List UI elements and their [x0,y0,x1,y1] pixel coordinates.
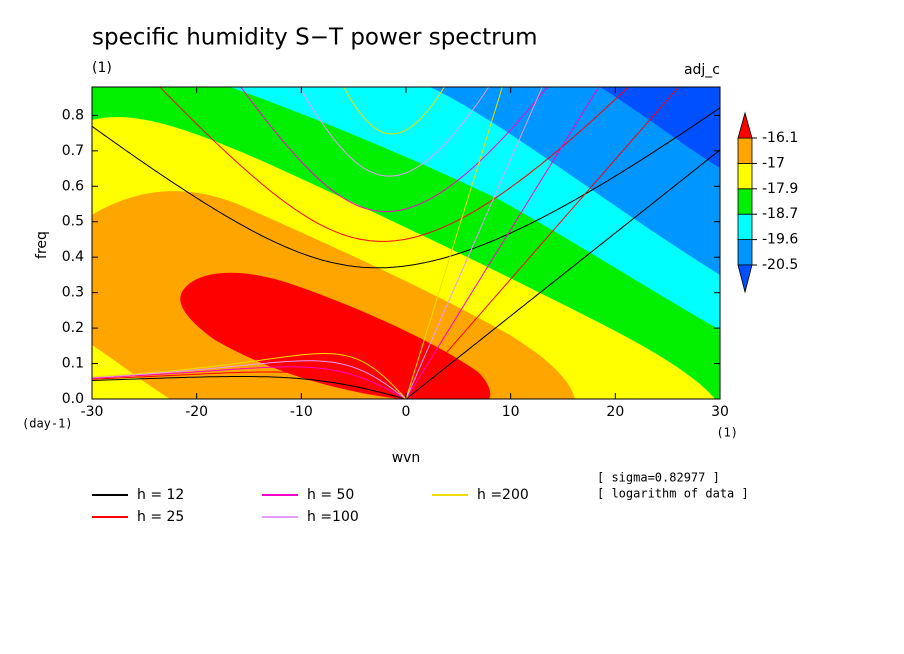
legend-label: h =100 [307,509,359,525]
colorbar-box [737,137,753,164]
x-tick-label: 20 [606,404,624,420]
legend-label: h = 12 [137,487,184,503]
colorbar-label: -20.5 [762,257,798,273]
annotation: [ sigma=0.82977 ] [597,471,720,485]
dispersion-curve [159,87,630,242]
dispersion-curve [298,87,490,177]
colorbar-label: -19.6 [762,232,798,248]
dispersion-curve [92,353,407,399]
y-tick-label: 0.3 [62,285,84,301]
y-axis-label: freq [34,231,50,259]
colorbar-box [737,188,753,215]
x-tick-label: -20 [185,404,208,420]
dispersion-curve [343,87,445,135]
y-tick-label: 0.1 [62,356,84,372]
colorbar-label: -17.9 [762,181,798,197]
legend-label: h =200 [477,487,529,503]
dispersion-curve [405,87,600,399]
contour-band [180,272,491,399]
dispersion-curve [92,366,407,399]
colorbar-box [737,239,753,266]
x-tick-label: -10 [290,404,313,420]
y-unit: (day-1) [22,417,73,431]
y-tick-label: 0.2 [62,320,84,336]
y-tick-label: 0.7 [62,143,84,159]
chart-title: specific humidity S−T power spectrum [92,25,538,51]
dispersion-curve [92,376,407,399]
colorbar-extend [737,111,753,139]
dispersion-curve [405,87,543,399]
dispersion-curve [240,87,548,213]
colorbar-label: -18.7 [762,206,798,222]
x-unit: (1) [716,426,738,440]
x-tick-label: 30 [711,404,729,420]
dispersion-curve [405,87,680,399]
dispersion-curve [92,107,720,269]
dispersion-curve [405,149,720,399]
colorbar-box [737,162,753,190]
y-tick-label: 0.5 [62,214,84,230]
colorbar-box [737,213,753,240]
y-tick-label: 0.6 [62,178,84,194]
y-tick-label: 0.0 [62,391,84,407]
dispersion-curve [92,360,407,399]
colorbar-extend [737,264,753,294]
x-axis-label: wvn [392,450,421,466]
colorbar-label: -16.1 [762,130,798,146]
legend-label: h = 50 [307,487,354,503]
x-tick-label: 0 [402,404,411,420]
legend-label: h = 25 [137,509,184,525]
colorbar-label: -17 [762,155,785,171]
dispersion-curve [405,87,503,399]
plot-area [92,87,720,399]
annotation: [ logarithm of data ] [597,487,749,501]
chart-subtitle: (1) [92,60,112,76]
x-tick-label: 10 [502,404,520,420]
corner-label: adj_c [684,62,720,78]
y-tick-label: 0.8 [62,107,84,123]
y-tick-label: 0.4 [62,249,84,265]
contour-band [92,191,575,399]
x-tick-label: -30 [81,404,104,420]
dispersion-curve [92,371,407,399]
